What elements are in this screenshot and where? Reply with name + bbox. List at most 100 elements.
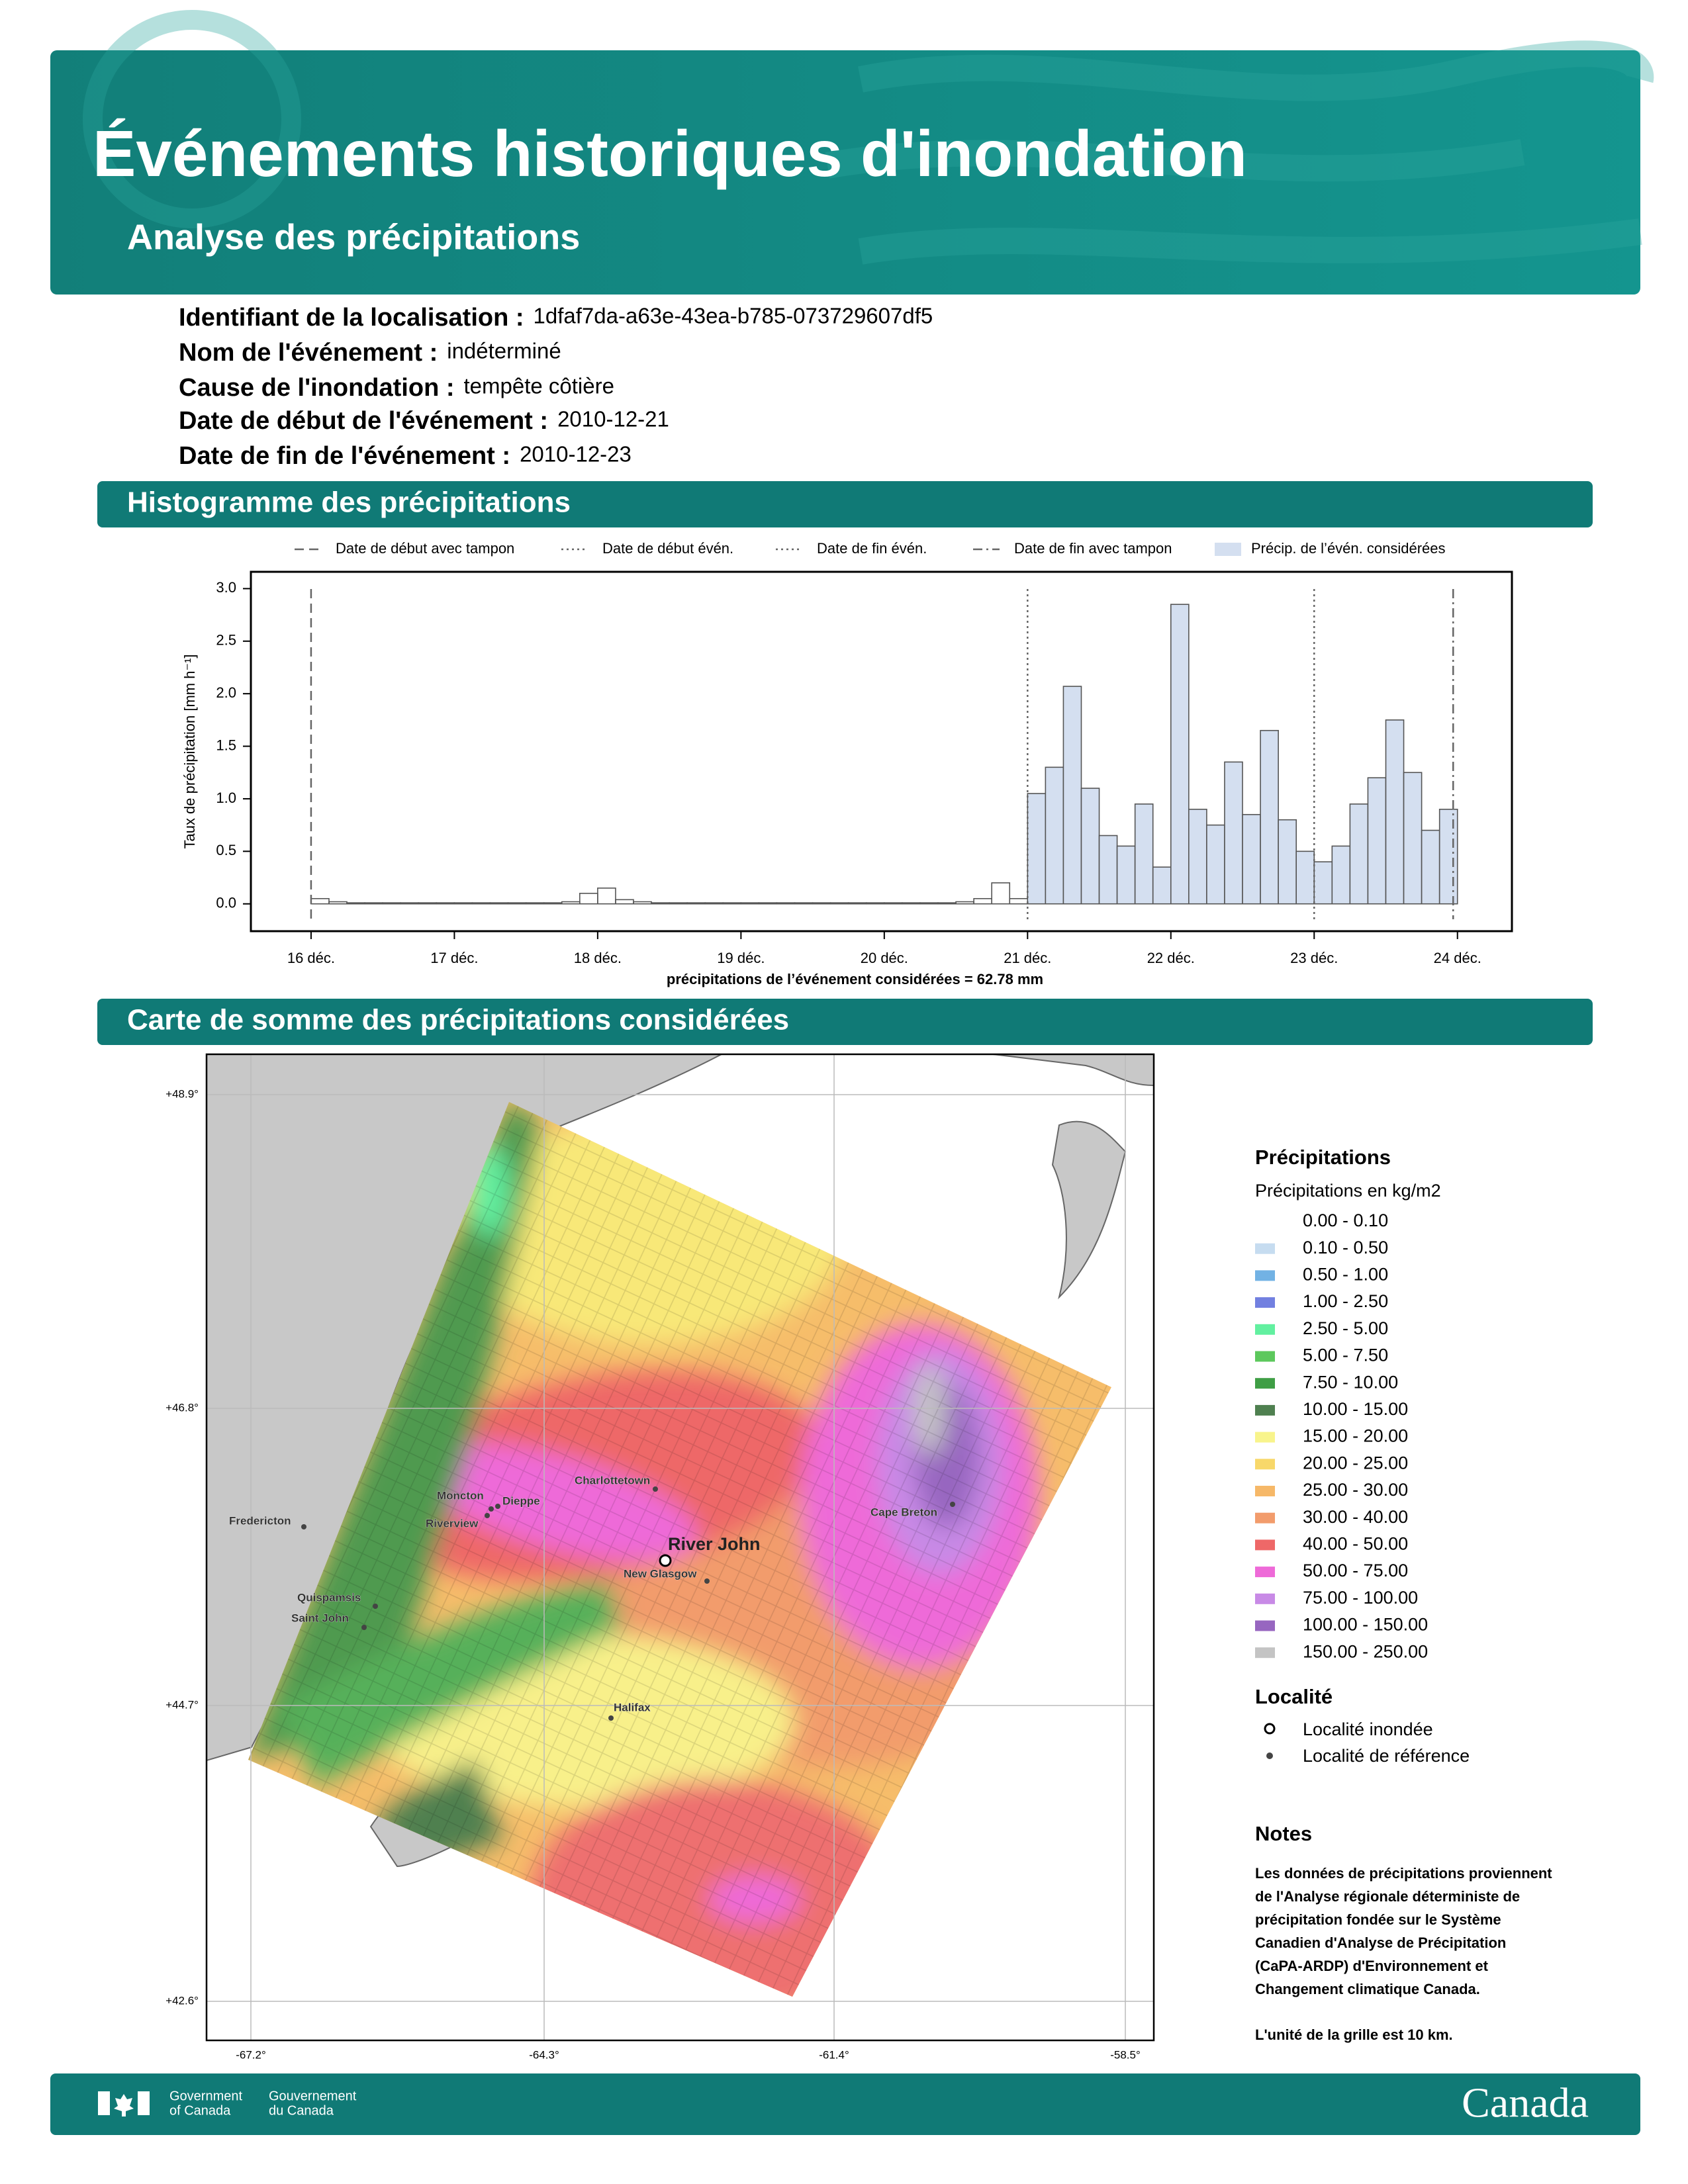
x-tick-label: 24 déc. [1434,950,1481,966]
bar [328,901,348,905]
notes-line: (CaPA-ARDP) d'Environnement et [1255,1958,1489,1974]
place-label: New Glasgow [624,1567,697,1580]
bar [382,902,402,905]
legend-swatch [1255,1243,1275,1254]
bar [1009,897,1029,905]
footer-text: Government [169,2089,242,2103]
notes-line: L'unité de la grille est 10 km. [1255,2026,1453,2043]
info-label: Date de début de l'événement : [179,407,548,435]
legend-label: 20.00 - 25.00 [1303,1453,1408,1473]
bar [418,902,438,905]
legend-swatch [1255,1324,1275,1335]
place-dot [489,1506,494,1512]
lat-label: +48.9° [165,1087,199,1100]
bar [310,897,330,905]
place-dot [608,1715,614,1721]
place-dot [950,1502,955,1507]
place-dot [704,1578,710,1584]
info-value: 2010-12-23 [520,442,632,467]
place-dot [495,1504,500,1509]
legend-label: 0.10 - 0.50 [1303,1238,1388,1257]
bar [489,902,509,905]
places: Moncton Dieppe Riverview Charlottetown Frede… [229,1474,955,1721]
title: Événements historiques d'inondation [93,117,1247,190]
subtitle: Analyse des précipitations [127,217,580,257]
place-dot [485,1513,490,1518]
legend-label: Date de début avec tampon [336,540,514,557]
x-tick-label: 16 déc. [287,950,335,966]
y-tick-label: 1.0 [216,790,236,806]
bar [1242,813,1261,905]
legend-swatch [1255,1593,1275,1604]
legend-swatch [1215,543,1241,556]
lon-label: -58.5° [1110,2048,1141,2061]
place-label: Charlottetown [575,1474,650,1486]
legend-swatch [1255,1378,1275,1389]
info-label: Cause de l'inondation : [179,374,455,402]
section-bar [97,481,1593,527]
legend: Précipitations Précipitations en kg/m2 0.0… [1255,1146,1552,2043]
bar [740,902,760,905]
legend-label: 0.00 - 0.10 [1303,1210,1388,1230]
bar [1224,761,1243,905]
legend-label: Date de fin évén. [817,540,927,557]
bar [669,902,688,905]
map-axes: +48.9° +46.8° +44.7° +42.6° -67.2° -64.3° -61.… [165,1087,1141,2061]
legend-swatch [1255,1647,1275,1659]
info-label: Date de fin de l'événement : [179,442,510,470]
bar [507,902,527,905]
y-tick-label: 2.0 [216,684,236,701]
map: Moncton Dieppe Riverview Charlottetown Frede… [207,1054,1154,2040]
legend-label: Localité inondée [1303,1719,1433,1739]
x-tick-label: 22 déc. [1147,950,1195,966]
bar [400,902,420,905]
bar [615,899,634,905]
bar [1098,835,1118,905]
bar [704,902,724,905]
legend-label: 5.00 - 7.50 [1303,1345,1388,1365]
footer-text: du Canada [269,2103,334,2118]
place-dot [653,1486,658,1492]
place-dot [301,1524,306,1529]
legend-label: Date de début évén. [602,540,733,557]
bar [1349,803,1369,905]
bar [847,902,867,905]
land [1051,1120,1127,1300]
x-tick-label: 21 déc. [1004,950,1051,966]
bar [1080,788,1100,905]
bar [471,902,491,905]
notes-line: Canadien d'Analyse de Précipitation [1255,1934,1506,1951]
lon-label: -61.4° [819,2048,849,2061]
legend-swatch [1255,1351,1275,1362]
bar [525,902,545,905]
notes-line: Changement climatique Canada. [1255,1981,1480,1997]
bar [651,902,670,905]
bar [829,902,849,905]
x-tick-label: 18 déc. [574,950,622,966]
header-banner [50,50,1640,295]
bar [1421,829,1440,905]
bar [1134,803,1154,905]
info-label: Nom de l'événement : [179,339,438,367]
footer-bar [50,2073,1640,2135]
bar [1116,845,1136,905]
bar [722,902,742,905]
y-axis-label: Taux de précipitation [mm h⁻¹] [181,654,198,848]
place-dot [373,1604,378,1609]
legend-swatch [1255,1620,1275,1631]
notes-line: de l'Analyse régionale déterministe de [1255,1888,1520,1905]
footer-text: of Canada [169,2103,231,2118]
legend-swatch [1255,1297,1275,1308]
bar [991,882,1011,905]
bar [436,902,455,905]
bar [1331,845,1351,905]
bar [1045,766,1064,905]
legend-swatch [1255,1539,1275,1551]
bar [1367,777,1387,905]
legend-label: 100.00 - 150.00 [1303,1615,1428,1635]
legend-swatch [1255,1432,1275,1443]
y-tick-label: 0.5 [216,842,236,858]
bar [1438,809,1458,905]
legend-swatch [1255,1486,1275,1496]
